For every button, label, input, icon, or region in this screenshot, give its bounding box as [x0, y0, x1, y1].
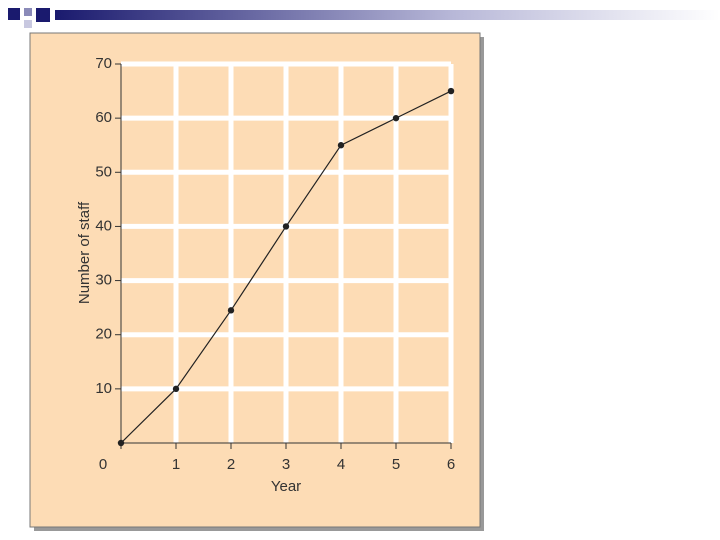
data-point [447, 87, 455, 95]
y-tick-label: 70 [95, 55, 112, 72]
deco-square [24, 8, 32, 16]
deco-bar [55, 10, 720, 20]
data-point [172, 385, 180, 393]
data-point [392, 114, 400, 122]
y-tick-label: 30 [95, 272, 112, 289]
deco-square [24, 20, 32, 28]
x-tick-label: 4 [337, 456, 345, 473]
deco-square [8, 8, 20, 20]
x-tick-label: 3 [282, 456, 290, 473]
x-axis-label: Year [271, 478, 301, 495]
x-tick-label: 5 [392, 456, 400, 473]
data-point [227, 307, 235, 314]
data-point [282, 223, 290, 230]
deco-square [36, 8, 50, 22]
y-tick-label: 60 [95, 109, 112, 126]
data-point [117, 439, 125, 447]
x-tick-label: 1 [172, 456, 180, 473]
y-tick-label: 10 [95, 380, 112, 397]
x-tick-label: 2 [227, 456, 235, 473]
y-tick-label: 40 [95, 217, 112, 234]
y-axis-label: Number of staff [76, 201, 93, 304]
x-tick-label: 6 [447, 456, 455, 473]
x-tick-label: 0 [99, 456, 107, 473]
y-tick-label: 20 [95, 326, 112, 343]
data-point [337, 142, 345, 149]
y-tick-label: 50 [95, 163, 112, 180]
plot: 10 20 30 40 50 60 70 0 1 2 3 4 5 6 [95, 55, 455, 473]
